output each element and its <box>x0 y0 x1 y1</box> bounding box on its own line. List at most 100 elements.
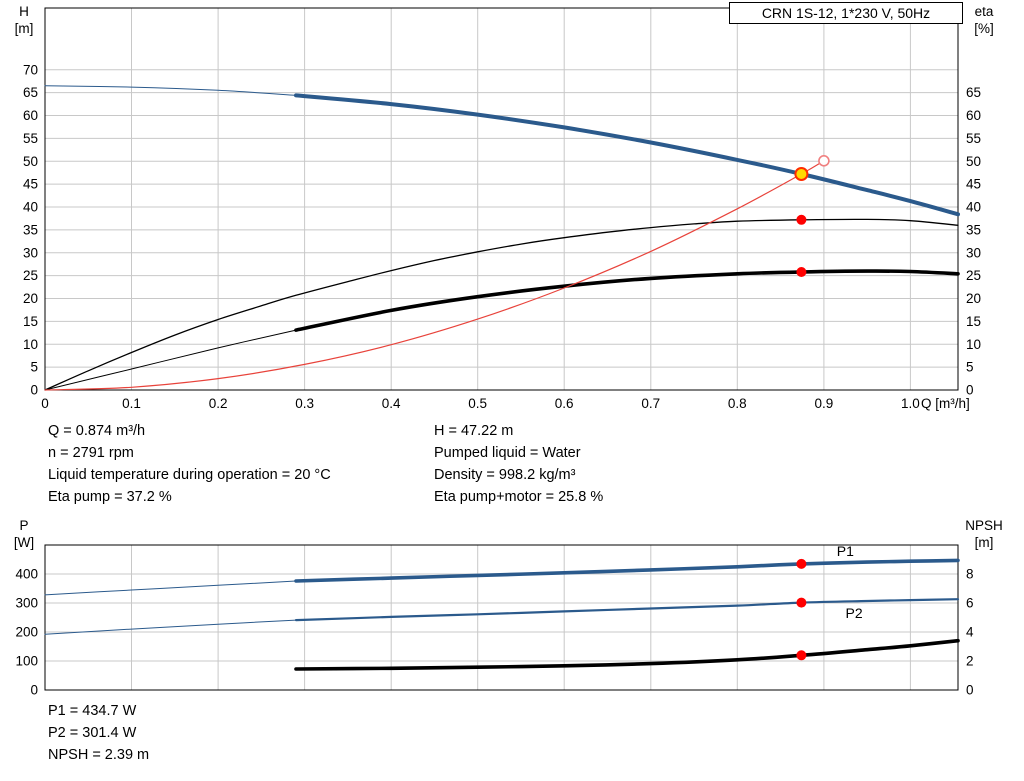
p1-curve-label: P1 <box>837 543 854 559</box>
y-right-tick-label: 0 <box>966 383 974 398</box>
y-left-tick-label: 400 <box>15 567 38 582</box>
y-right-tick-label: 6 <box>966 596 974 611</box>
p1-value: P1 = 434.7 W <box>48 703 137 719</box>
y-right-tick-label: 2 <box>966 654 974 669</box>
y-left-tick-label: 200 <box>15 625 38 640</box>
x-axis-label: Q [m³/h] <box>921 396 970 411</box>
y-right-tick-label: 45 <box>966 177 981 192</box>
x-tick-label: 0.3 <box>295 396 314 411</box>
y-right-tick-label: 4 <box>966 625 974 640</box>
eta-pump-duty-point <box>796 214 807 225</box>
eta-pump-motor-extension <box>44 329 297 391</box>
y-left-tick-label: 45 <box>23 177 38 192</box>
p1-curve-extension <box>44 580 297 596</box>
y-right-tick-label: 15 <box>966 314 981 329</box>
y-left-tick-label: 40 <box>23 200 38 215</box>
y-right-tick-label: 5 <box>966 360 974 375</box>
y-left-tick-label: 300 <box>15 596 38 611</box>
npsh-curve <box>294 638 960 671</box>
operating-data-right: H = 47.22 m Pumped liquid = Water Densit… <box>434 420 603 508</box>
npsh-axis-unit: [m] <box>974 535 994 550</box>
y-left-tick-label: 55 <box>23 131 38 146</box>
power-npsh-chart: P1 P2 0 100 200 300 400 0 2 4 6 8 <box>15 543 974 698</box>
p2-value: P2 = 301.4 W <box>48 725 137 741</box>
h-axis-unit: [m] <box>14 21 34 36</box>
system-curve <box>44 160 825 391</box>
y-right-tick-label: 55 <box>966 131 981 146</box>
eta-pump-curve <box>44 218 959 391</box>
density-value: Density = 998.2 kg/m³ <box>434 467 576 483</box>
eta-pump-motor-value: Eta pump+motor = 25.8 % <box>434 489 604 505</box>
y-right-tick-label: 50 <box>966 154 981 169</box>
x-tick-label: 0.5 <box>468 396 487 411</box>
h-axis-name: H <box>19 4 29 19</box>
y-left-tick-label: 30 <box>23 245 38 260</box>
y-left-tick-label: 5 <box>30 360 38 375</box>
plot-border <box>44 7 959 391</box>
eta-pump-motor-curve <box>294 269 960 332</box>
y-left-tick-label: 15 <box>23 314 38 329</box>
y-right-tick-label: 60 <box>966 108 981 123</box>
p2-duty-point <box>796 597 807 608</box>
x-tick-label: 0.8 <box>728 396 747 411</box>
y-left-tick-label: 35 <box>23 222 38 237</box>
eta-axis-title: eta [%] <box>960 3 1008 37</box>
x-tick-label: 0.4 <box>382 396 401 411</box>
head-curve-extension <box>44 85 297 96</box>
y-right-tick-label: 65 <box>966 85 981 100</box>
q-value: Q = 0.874 m³/h <box>48 423 146 439</box>
y-right-tick-label: 0 <box>966 683 974 698</box>
operating-data-left: Q = 0.874 m³/h n = 2791 rpm Liquid tempe… <box>48 420 331 508</box>
p-axis-name: P <box>19 518 29 533</box>
p1-duty-point <box>796 558 807 569</box>
y-left-tick-label: 25 <box>23 268 38 283</box>
y-left-tick-label: 65 <box>23 85 38 100</box>
requested-duty-point <box>818 155 830 167</box>
y-right-tick-label: 20 <box>966 291 981 306</box>
npsh-value: NPSH = 2.39 m <box>48 747 150 763</box>
x-tick-label: 0.6 <box>555 396 574 411</box>
x-tick-label: 0.2 <box>209 396 228 411</box>
x-tick-label: 0.7 <box>641 396 660 411</box>
y-left-tick-label: 70 <box>23 62 38 77</box>
y-right-tick-label: 8 <box>966 567 974 582</box>
p-axis-title: P [W] <box>4 517 44 551</box>
pumped-liquid-value: Pumped liquid = Water <box>434 445 581 461</box>
y-right-tick-label: 25 <box>966 268 981 283</box>
y-left-tick-label: 0 <box>30 383 38 398</box>
npsh-axis-title: NPSH [m] <box>952 517 1016 551</box>
duty-point <box>794 167 809 181</box>
p-axis-unit: [W] <box>13 535 35 550</box>
p1-curve <box>294 558 960 583</box>
p2-curve-label: P2 <box>846 605 863 621</box>
npsh-duty-point <box>796 650 807 661</box>
y-left-tick-label: 60 <box>23 108 38 123</box>
liquid-temperature-value: Liquid temperature during operation = 20… <box>48 467 331 483</box>
y-right-tick-label: 10 <box>966 337 981 352</box>
y-left-tick-label: 100 <box>15 654 38 669</box>
eta-pump-motor-duty-point <box>796 267 807 277</box>
qh-eta-chart: 0 5 10 15 20 25 30 35 40 45 50 55 60 65 70 0 5 10 15 20 25 30… <box>23 7 981 411</box>
y-left-tick-label: 20 <box>23 291 38 306</box>
x-tick-label: 0 <box>41 396 49 411</box>
eta-pump-value: Eta pump = 37.2 % <box>48 489 172 505</box>
y-right-tick-label: 30 <box>966 245 981 260</box>
plot-border <box>44 544 959 691</box>
speed-value: n = 2791 rpm <box>48 445 134 461</box>
y-left-tick-label: 50 <box>23 154 38 169</box>
h-value: H = 47.22 m <box>434 423 514 439</box>
p2-curve-extension <box>44 619 297 635</box>
npsh-axis-name: NPSH <box>965 518 1003 533</box>
y-left-tick-label: 10 <box>23 337 38 352</box>
power-npsh-values: P1 = 434.7 W P2 = 301.4 W NPSH = 2.39 m <box>48 700 149 766</box>
x-tick-label: 0.1 <box>122 396 141 411</box>
y-right-tick-label: 40 <box>966 200 981 215</box>
y-right-tick-label: 35 <box>966 222 981 237</box>
head-curve <box>294 93 960 217</box>
eta-axis-name: eta <box>974 4 994 19</box>
pump-type-box: CRN 1S-12, 1*230 V, 50Hz <box>729 2 963 24</box>
p2-curve <box>294 598 960 622</box>
y-left-tick-label: 0 <box>30 683 38 698</box>
x-tick-label: 1.0 <box>901 396 920 411</box>
